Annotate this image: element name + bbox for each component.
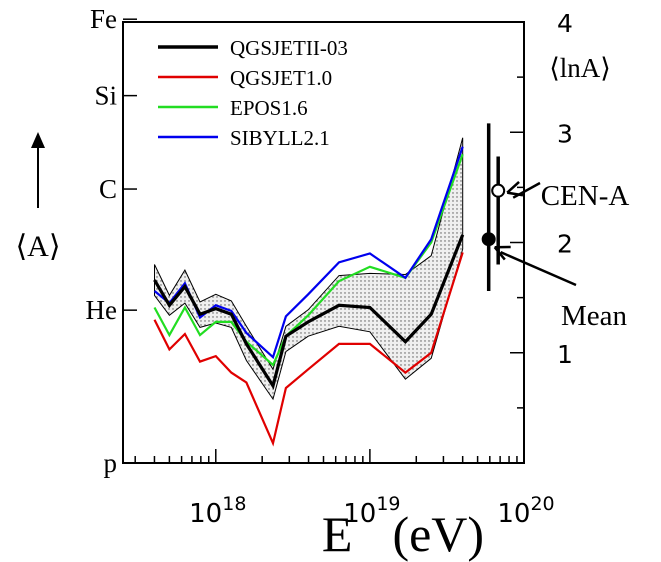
- legend: QGSJETII-03 QGSJET1.0 EPOS1.6 SIBYLL2.1: [158, 36, 348, 150]
- left-tick-label: He: [86, 295, 117, 325]
- left-tick-label: Fe: [90, 4, 117, 34]
- right-axis-title: ⟨lnA⟩: [549, 53, 611, 83]
- right-tick-label: 2: [557, 230, 573, 259]
- x-axis-title-symbol: E: [322, 506, 353, 562]
- cen-a-label: CEN-A: [541, 180, 630, 212]
- legend-label: QGSJETII-03: [230, 36, 348, 60]
- right-axis-ticks: 1 2 3 4: [510, 9, 573, 464]
- x-axis-ticks: 1018 1019 1020: [134, 449, 555, 529]
- up-arrow-icon: [31, 132, 45, 148]
- left-tick-label: Si: [94, 81, 117, 111]
- series-line-epos1-6: [153, 153, 464, 367]
- legend-label: SIBYLL2.1: [230, 126, 330, 150]
- x-tick-label: 1018: [189, 493, 246, 529]
- left-axis-title: ⟨A⟩: [15, 230, 60, 263]
- mean-label: Mean: [561, 300, 628, 332]
- series-lines: [153, 146, 465, 447]
- left-tick-label: p: [104, 448, 118, 478]
- systematic-band: [154, 137, 464, 401]
- mean-marker: [481, 232, 496, 247]
- right-tick-label: 4: [557, 9, 573, 38]
- mean-pointer-line: [500, 251, 577, 287]
- x-tick-label: 1020: [497, 493, 554, 529]
- x-tick-label: 1019: [343, 493, 400, 529]
- special-points: CEN-A Mean: [481, 123, 630, 332]
- x-axis-title-unit: (eV): [392, 506, 484, 562]
- uncertainty-band: [154, 137, 464, 401]
- right-tick-label: 3: [557, 119, 573, 148]
- series-line-qgsjet1-0: [153, 252, 464, 447]
- series-line-qgsjetii-03: [153, 234, 465, 390]
- left-tick-label: C: [99, 174, 117, 204]
- mean-arrowhead-icon: [493, 245, 511, 261]
- legend-label: QGSJET1.0: [230, 66, 332, 90]
- left-axis-ticks: p He C Si Fe: [86, 4, 137, 478]
- cen-a-arrowhead-icon: [506, 181, 524, 197]
- cen-a-marker: [491, 183, 506, 198]
- legend-label: EPOS1.6: [230, 96, 308, 120]
- right-tick-label: 1: [557, 340, 573, 369]
- x-axis-title: E (eV): [322, 506, 484, 562]
